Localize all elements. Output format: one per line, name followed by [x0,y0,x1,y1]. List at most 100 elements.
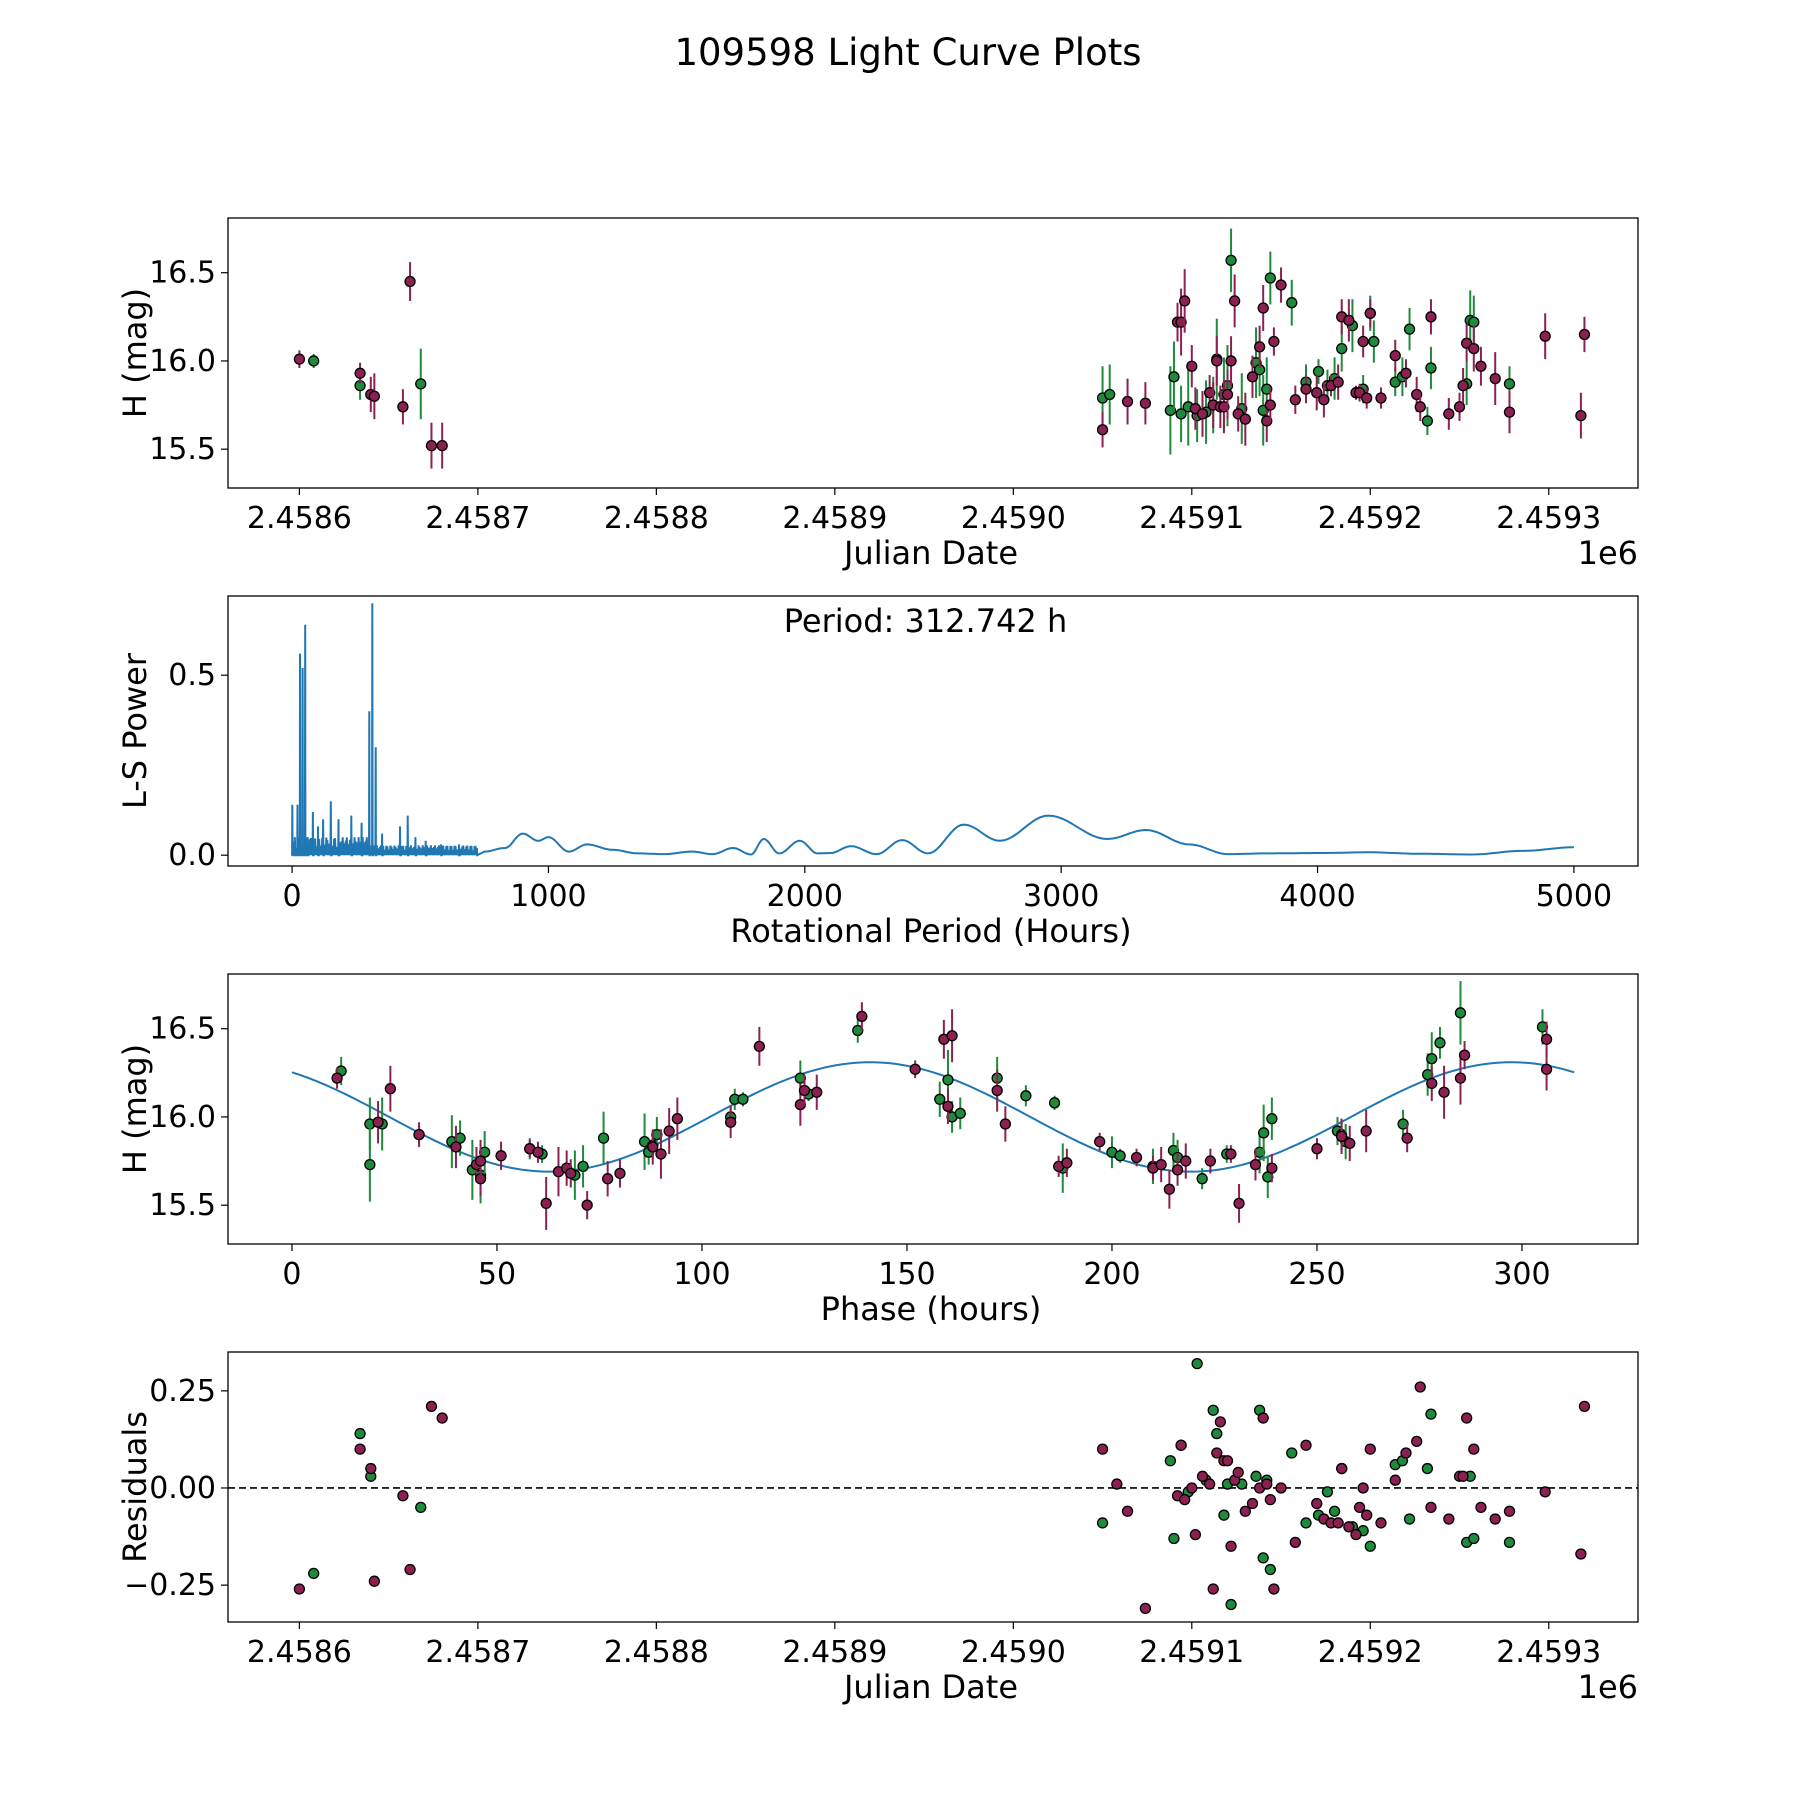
data-point [991,1084,1003,1097]
data-point [1261,383,1273,395]
data-point [1257,1412,1269,1424]
data-point [1357,335,1369,348]
data-point [1163,1183,1176,1195]
data-point [436,439,448,452]
data-point [1489,372,1501,385]
data-point [1332,1517,1344,1529]
data-point [1443,1513,1455,1525]
axes-periodogram: 0 1000 2000 3000 4000 5000 0.0 0.5 Rotational Pe… [116,595,1639,950]
axes-frame [227,1351,1639,1623]
data-point [1139,397,1152,409]
data-point [474,1155,487,1167]
data-point [1096,1517,1109,1529]
data-point [1289,394,1301,406]
data-point [909,1063,921,1075]
data-point [1289,1536,1301,1549]
data-point [1360,1125,1372,1137]
data-point [946,1030,958,1042]
data-point [413,1128,425,1141]
data-point [597,1132,610,1144]
data-point [1261,1478,1273,1490]
data-point [1343,1521,1355,1533]
data-point [1221,1455,1234,1467]
data-point [1364,307,1376,319]
data-point [663,1125,675,1137]
data-point [1321,1486,1334,1498]
data-point [1286,297,1298,309]
data-point [1061,1157,1073,1169]
data-point [1335,1130,1348,1143]
data-point [1411,1435,1423,1448]
x-tick-label: 200 [1083,1257,1140,1292]
y-tick-label: 0.5 [168,658,216,693]
data-point [1443,408,1455,420]
axes-phased: 0 50 100 150 200 250 300 15.5 16.0 16.5 Phase (hou… [116,973,1639,1328]
x-tick-label: 2.4590 [961,501,1066,536]
data-point [1403,1513,1416,1525]
data-point [1207,1404,1219,1416]
data-point [1233,1197,1245,1210]
axes-frame [227,217,1639,489]
data-point [1121,1505,1134,1517]
x-tick-label: 4000 [1279,879,1355,914]
y-tick-label: 16.5 [149,1012,216,1047]
data-point [1475,360,1487,372]
data-point [331,1072,343,1084]
data-point [647,1141,659,1153]
data-point [1425,1408,1437,1420]
periodogram-line [291,603,1574,857]
data-point [384,1083,397,1095]
axes-frame [227,973,1639,1245]
data-point [1400,367,1412,379]
period-annotation: Period: 312.742 h [784,602,1068,640]
data-point [368,390,381,402]
plots-container: 2.4586 2.4587 2.4588 2.4589 2.4590 2.4591 2.45… [116,217,1639,1706]
data-point [577,1160,589,1173]
x-tick-label: 2.4586 [247,501,352,536]
data-point [415,378,427,390]
data-point [1257,302,1269,314]
series-maroon [331,1002,1553,1230]
axes-frame [227,595,1639,867]
x-tick-label: 300 [1493,1257,1550,1292]
x-tick-label: 150 [878,1257,935,1292]
data-point [1094,1135,1106,1148]
data-point [397,401,409,413]
data-point [1503,1536,1516,1549]
x-tick-label: 5000 [1536,879,1612,914]
data-point [1264,1563,1276,1576]
data-point [1268,335,1280,348]
y-tick-label: 16.0 [149,1100,216,1135]
x-tick-label: 0 [283,879,302,914]
data-point [1175,408,1187,420]
data-point [1336,1462,1348,1475]
data-point [1453,401,1466,413]
x-offset-label: 1e6 [1578,534,1638,572]
data-point [1578,328,1591,341]
data-point [1121,395,1134,408]
data-point [1196,1173,1208,1185]
data-point [655,1148,667,1160]
data-point [1503,378,1516,390]
data-point [1300,1439,1312,1451]
y-axis-label: Residuals [116,1411,154,1563]
data-point [368,1575,381,1587]
data-point [1225,1148,1237,1160]
data-point [1139,1602,1152,1615]
data-point [1503,1505,1516,1517]
data-point [1575,1548,1587,1560]
data-point [1253,341,1266,353]
data-point [1232,1466,1244,1479]
data-point [753,1040,766,1053]
data-point [1275,279,1287,291]
x-tick-label: 1000 [510,879,586,914]
data-point [1264,399,1276,411]
data-point [1311,387,1323,399]
data-point [1389,1474,1401,1486]
data-point [354,1443,366,1455]
data-point [1196,408,1209,420]
x-tick-label: 0 [282,1257,301,1292]
data-point [1357,1482,1369,1494]
data-point [1300,383,1312,395]
data-point [1421,415,1434,427]
